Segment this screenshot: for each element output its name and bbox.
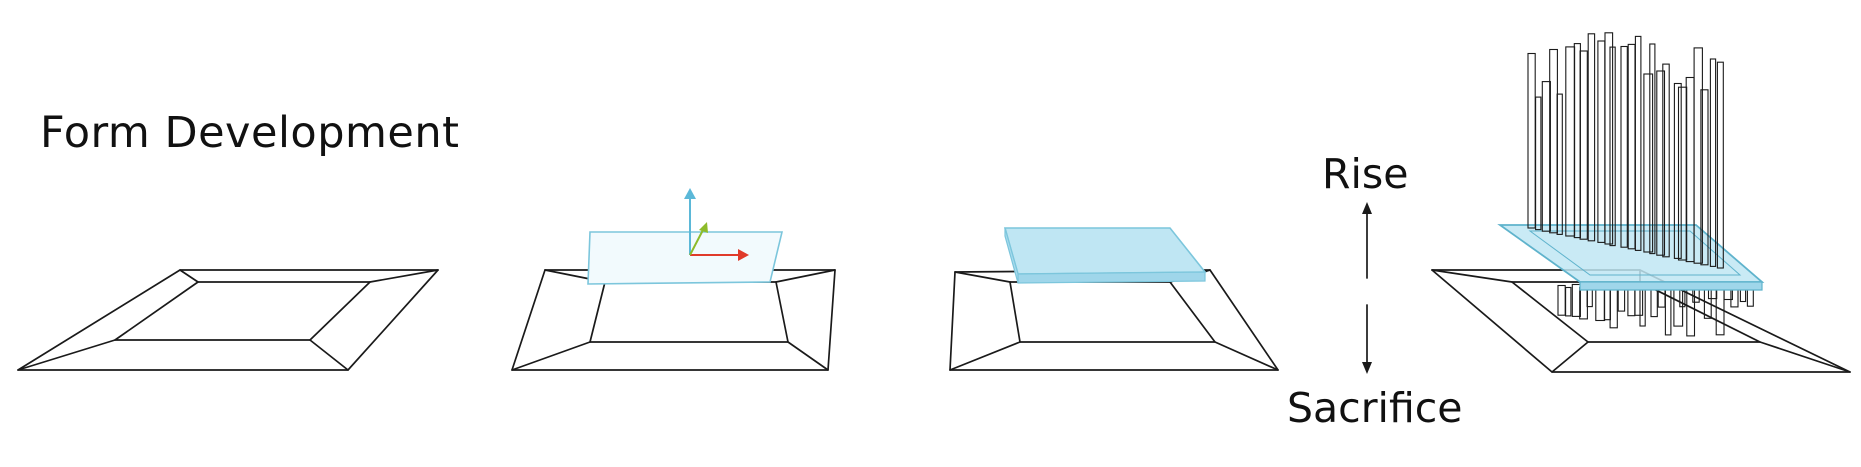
ground-plane — [587, 231, 784, 285]
tower-lower — [1715, 287, 1725, 336]
frame-1-bevels — [17, 269, 439, 371]
tower-upper — [1527, 52, 1536, 229]
tower-upper — [1565, 46, 1576, 237]
tower-lower — [1595, 285, 1606, 322]
tower-upper — [1709, 58, 1717, 267]
page-title: Form Development — [40, 108, 460, 158]
tower-upper — [1627, 43, 1636, 250]
frame-1-outer — [17, 269, 439, 371]
tower-upper — [1634, 35, 1642, 251]
tower-lower — [1627, 287, 1636, 317]
frame-3-inner — [1009, 281, 1216, 343]
towers-below-slab — [1557, 283, 1754, 337]
tower-upper — [1541, 81, 1551, 232]
tower-upper — [1535, 96, 1542, 231]
tower-upper — [1700, 89, 1709, 266]
tower-upper — [1620, 45, 1628, 248]
tower-lower — [1746, 288, 1754, 307]
sacrifice-label: Sacrifice — [1287, 384, 1463, 432]
tower-upper — [1579, 50, 1588, 240]
rise-label: Rise — [1322, 150, 1409, 198]
tower-upper — [1597, 40, 1606, 243]
tower-lower — [1565, 286, 1572, 317]
frame-3-bevels — [949, 269, 1279, 371]
axes-gizmo — [684, 188, 749, 261]
stage-2-frame-plane — [511, 188, 836, 371]
tower-upper — [1643, 73, 1654, 253]
frame-4-inner — [1511, 281, 1761, 343]
rise-arrow — [1362, 202, 1372, 214]
tower-upper — [1587, 33, 1596, 242]
rise-sacrifice-arrows — [1362, 202, 1372, 374]
tower-lower — [1603, 289, 1611, 321]
tower-upper — [1662, 63, 1670, 258]
tower-lower — [1650, 286, 1658, 318]
towers-above-slab — [1527, 32, 1724, 269]
sacrifice-arrow — [1362, 362, 1372, 374]
tower-lower — [1557, 284, 1566, 316]
frame-2-outer — [511, 269, 836, 371]
tower-upper — [1649, 43, 1656, 255]
tower-lower — [1571, 283, 1581, 317]
tower-lower — [1617, 289, 1626, 312]
stage-3-frame-slab — [949, 227, 1279, 371]
frame-3-outer — [949, 269, 1279, 371]
tower-lower — [1673, 287, 1684, 327]
tower-upper — [1609, 46, 1616, 247]
tower-upper — [1673, 82, 1682, 259]
tower-upper — [1693, 47, 1703, 264]
frame-2-bevels — [511, 269, 836, 371]
raised-slab — [1003, 227, 1207, 284]
tower-upper — [1716, 61, 1724, 269]
frame-1-inner — [114, 281, 371, 341]
tower-slab — [1497, 224, 1765, 291]
stage-1-frame — [17, 269, 439, 371]
frame-2-inner — [589, 281, 789, 343]
tower-upper — [1573, 43, 1581, 239]
tower-upper — [1604, 32, 1614, 245]
tower-upper — [1656, 70, 1666, 256]
tower-lower — [1609, 284, 1618, 329]
tower-upper — [1556, 93, 1563, 235]
stage-4-frame-slab-towers — [1431, 32, 1851, 373]
